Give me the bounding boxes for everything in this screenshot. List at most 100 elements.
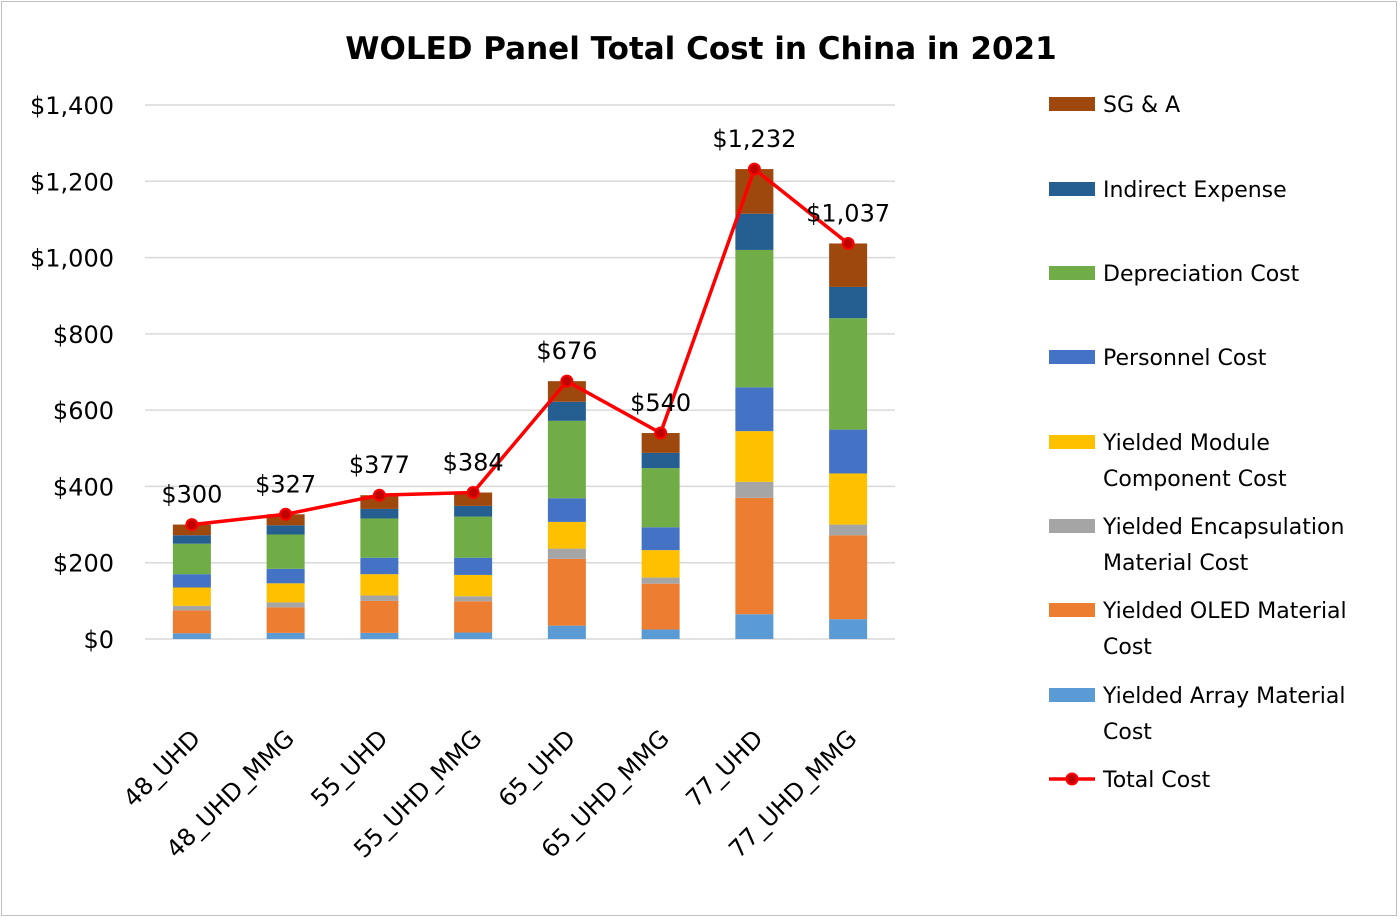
total-cost-polyline	[191, 167, 850, 527]
bar-yielded-array-material-cost-55-uhd-mmg	[454, 632, 493, 639]
legend: SG & A Indirect Expense Depreciation Cost P…	[1049, 93, 1347, 793]
bar-yielded-module-component-cost-65-uhd-mmg	[641, 550, 680, 578]
bar-personnel-cost-77-uhd	[735, 387, 774, 432]
legend-item-yielded-encapsulation-material-cost: Yielded Encapsulation Material Cost	[1049, 515, 1344, 576]
bar-indirect-expense-55-uhd	[360, 508, 399, 519]
y-tick-label: $400	[53, 473, 114, 501]
total-cost-point-48-uhd-mmg	[279, 507, 293, 521]
bar-indirect-expense-65-uhd	[547, 401, 586, 421]
bar-depreciation-cost-55-uhd	[360, 518, 399, 558]
bar-yielded-module-component-cost-55-uhd-mmg	[454, 574, 493, 597]
total-cost-label-65-uhd: $676	[536, 337, 597, 365]
legend-label: Yielded Encapsulation	[1102, 515, 1344, 540]
total-cost-label-77-uhd-mmg: $1,037	[806, 199, 890, 227]
gridlines	[145, 104, 895, 640]
bar-stack-65-uhd-mmg	[641, 433, 680, 639]
total-cost-label-48-uhd-mmg: $327	[255, 470, 316, 498]
total-cost-label-65-uhd-mmg: $540	[630, 389, 691, 417]
bar-personnel-cost-77-uhd-mmg	[829, 429, 868, 474]
bar-personnel-cost-48-uhd-mmg	[266, 568, 305, 584]
bar-personnel-cost-65-uhd	[547, 498, 586, 522]
x-tick-label-65-uhd: 65_UHD	[493, 724, 581, 812]
bar-indirect-expense-65-uhd-mmg	[641, 452, 680, 469]
bar-yielded-encapsulation-material-cost-48-uhd	[172, 605, 211, 611]
legend-swatch	[1049, 182, 1095, 196]
bar-yielded-module-component-cost-48-uhd	[172, 587, 211, 606]
bar-depreciation-cost-48-uhd-mmg	[266, 534, 305, 569]
legend-label: Yielded OLED Material	[1102, 599, 1347, 624]
bar-indirect-expense-77-uhd-mmg	[829, 286, 868, 319]
legend-label: Component Cost	[1103, 467, 1287, 492]
total-cost-point-65-uhd	[560, 374, 574, 388]
bar-personnel-cost-65-uhd-mmg	[641, 527, 680, 551]
bar-stack-55-uhd	[360, 495, 399, 639]
bar-stacks	[172, 169, 868, 639]
bar-yielded-module-component-cost-77-uhd-mmg	[829, 473, 868, 525]
bar-stack-77-uhd-mmg	[829, 243, 868, 639]
bar-yielded-oled-material-cost-77-uhd	[735, 497, 774, 615]
y-axis: $0 $200 $400 $600 $800 $1,000 $1,200 $1,400	[30, 92, 114, 654]
legend-label: Personnel Cost	[1103, 346, 1267, 371]
legend-label: Cost	[1103, 635, 1152, 660]
bar-yielded-encapsulation-material-cost-48-uhd-mmg	[266, 602, 305, 608]
bar-yielded-array-material-cost-65-uhd-mmg	[641, 629, 680, 639]
bar-sg-a-65-uhd-mmg	[641, 433, 680, 453]
bar-indirect-expense-55-uhd-mmg	[454, 505, 493, 517]
legend-item-sg-a: SG & A	[1049, 93, 1180, 118]
legend-label: Yielded Module	[1102, 431, 1270, 456]
bar-yielded-oled-material-cost-65-uhd-mmg	[641, 583, 680, 630]
total-cost-point-77-uhd	[747, 162, 761, 176]
y-tick-label: $0	[83, 626, 114, 654]
bar-depreciation-cost-77-uhd	[735, 249, 774, 388]
legend-item-yielded-module-component-cost: Yielded Module Component Cost	[1049, 431, 1287, 492]
total-cost-point-55-uhd	[372, 488, 386, 502]
bar-yielded-oled-material-cost-65-uhd	[547, 558, 586, 626]
legend-item-indirect-expense: Indirect Expense	[1049, 178, 1287, 203]
bar-yielded-module-component-cost-48-uhd-mmg	[266, 583, 305, 603]
bar-yielded-encapsulation-material-cost-55-uhd	[360, 595, 399, 601]
legend-swatch	[1049, 97, 1095, 111]
legend-label: Material Cost	[1103, 551, 1249, 576]
bar-yielded-encapsulation-material-cost-65-uhd	[547, 548, 586, 559]
legend-label: SG & A	[1103, 93, 1180, 118]
legend-swatch	[1049, 350, 1095, 364]
bar-personnel-cost-55-uhd-mmg	[454, 557, 493, 575]
legend-swatch	[1049, 266, 1095, 280]
total-cost-label-77-uhd: $1,232	[712, 125, 796, 153]
total-cost-point-55-uhd-mmg	[466, 486, 480, 500]
x-tick-label-55-uhd: 55_UHD	[305, 724, 393, 812]
total-cost-point-65-uhd-mmg	[654, 426, 668, 440]
bar-depreciation-cost-77-uhd-mmg	[829, 318, 868, 430]
total-cost-line	[185, 162, 855, 532]
bar-indirect-expense-48-uhd	[172, 535, 211, 544]
bar-indirect-expense-77-uhd	[735, 213, 774, 250]
legend-label: Cost	[1103, 720, 1152, 745]
legend-swatch	[1049, 688, 1095, 702]
bar-yielded-module-component-cost-65-uhd	[547, 521, 586, 549]
bar-depreciation-cost-65-uhd-mmg	[641, 468, 680, 528]
x-tick-label-48-uhd: 48_UHD	[118, 724, 206, 812]
total-cost-labels: $300 $327 $377 $384 $676 $540 $1,232 $1,037	[161, 125, 890, 508]
bar-yielded-array-material-cost-48-uhd	[172, 633, 211, 639]
legend-label: Yielded Array Material	[1102, 684, 1346, 709]
bar-stack-48-uhd-mmg	[266, 514, 305, 639]
legend-label: Depreciation Cost	[1103, 262, 1300, 287]
bar-sg-a-77-uhd-mmg	[829, 243, 868, 287]
legend-item-personnel-cost: Personnel Cost	[1049, 346, 1267, 371]
bar-yielded-module-component-cost-77-uhd	[735, 431, 774, 482]
bar-yielded-array-material-cost-48-uhd-mmg	[266, 632, 305, 639]
bar-yielded-oled-material-cost-77-uhd-mmg	[829, 535, 868, 620]
legend-swatch	[1049, 519, 1095, 533]
bar-yielded-array-material-cost-77-uhd-mmg	[829, 619, 868, 639]
x-tick-label-77-uhd: 77_UHD	[680, 724, 768, 812]
legend-item-yielded-array-material-cost: Yielded Array Material Cost	[1049, 684, 1346, 745]
bar-yielded-oled-material-cost-48-uhd-mmg	[266, 607, 305, 633]
y-tick-label: $1,000	[30, 245, 114, 273]
bar-depreciation-cost-55-uhd-mmg	[454, 516, 493, 558]
legend-item-yielded-oled-material-cost: Yielded OLED Material Cost	[1049, 599, 1347, 660]
bar-stack-77-uhd	[735, 169, 774, 639]
bar-personnel-cost-48-uhd	[172, 574, 211, 588]
bar-yielded-module-component-cost-55-uhd	[360, 574, 399, 596]
